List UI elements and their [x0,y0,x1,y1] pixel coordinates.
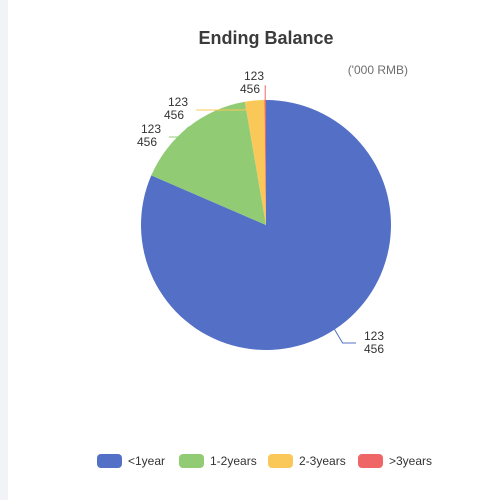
chart-subtitle: ('000 RMB) [348,63,408,77]
data-label-3-line-0: 123 [244,69,264,83]
legend-label-2: 2-3years [299,454,346,468]
leader-line-0 [334,329,356,344]
legend: <1year 1-2years 2-3years >3years [97,454,432,468]
legend-label-1: 1-2years [210,454,257,468]
legend-swatch-3 [358,454,383,468]
leader-line-1 [169,126,190,138]
data-label-2-line-1: 456 [164,108,184,122]
data-label-2-line-0: 123 [168,95,188,109]
pie-slice-2[interactable] [244,100,266,225]
legend-label-3: >3years [389,454,432,468]
pie-slice-1[interactable] [151,101,266,225]
legend-swatch-2 [268,454,293,468]
chart-title: Ending Balance [198,28,333,48]
legend-swatch-0 [97,454,122,468]
legend-item-3[interactable]: >3years [358,454,432,468]
leader-line-3 [264,85,266,100]
pie-slice-3[interactable] [264,100,266,225]
legend-swatch-1 [179,454,204,468]
legend-item-2[interactable]: 2-3years [268,454,346,468]
data-label-0-line-1: 456 [364,342,384,356]
pie-chart: Ending Balance ('000 RMB) 12345612345612… [97,28,432,468]
leader-line-2 [196,100,255,111]
data-label-1-line-1: 456 [137,135,157,149]
legend-label-0: <1year [128,454,165,468]
data-label-3-line-1: 456 [240,82,260,96]
chart-card: Ending Balance ('000 RMB) 123 456 123 456 12… [8,0,500,500]
data-label-1-line-0: 123 [141,122,161,136]
legend-item-1[interactable]: 1-2years [179,454,257,468]
legend-item-0[interactable]: <1year [97,454,165,468]
data-label-0-line-0: 123 [364,329,384,343]
pie-slices [141,100,392,350]
pie-slice-0[interactable] [141,100,392,350]
